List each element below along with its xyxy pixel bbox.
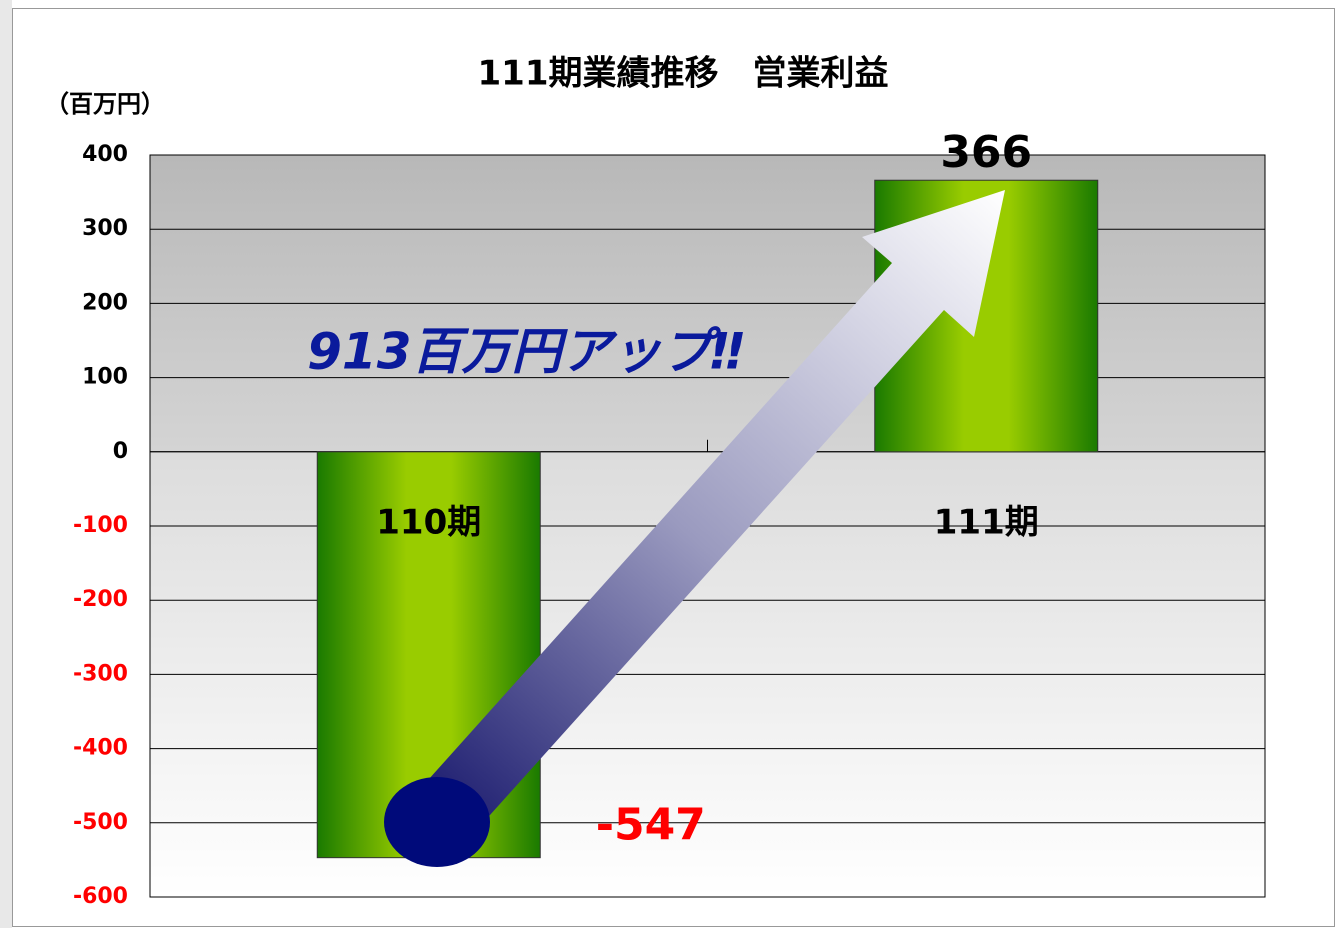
y-tick-label: 300 bbox=[82, 216, 128, 241]
y-tick-label: -300 bbox=[73, 661, 128, 686]
y-tick-label: 200 bbox=[82, 290, 128, 315]
x-tick-label: 110期 bbox=[376, 502, 481, 542]
y-tick-label: 100 bbox=[82, 365, 128, 390]
plot-frame bbox=[149, 154, 1266, 898]
y-tick-label: -200 bbox=[73, 587, 128, 612]
chart-title: 111期業績推移 営業利益 bbox=[478, 54, 889, 94]
y-tick-label: -400 bbox=[73, 736, 128, 761]
y-tick-label: 400 bbox=[82, 142, 128, 167]
x-tick-label: 111期 bbox=[934, 502, 1039, 542]
y-tick-label: -100 bbox=[73, 513, 128, 538]
arrow-base bbox=[384, 777, 490, 867]
arrow bbox=[411, 190, 1005, 845]
y-tick-label: 0 bbox=[113, 439, 128, 464]
annotation: 913百万円アップ‼ bbox=[307, 323, 743, 381]
y-axis-label: （百万円） bbox=[45, 90, 165, 118]
y-tick-label: -500 bbox=[73, 810, 128, 835]
y-tick-label: -600 bbox=[73, 884, 128, 909]
side-strip bbox=[0, 0, 12, 928]
value-label: 366 bbox=[940, 127, 1032, 178]
value-label: -547 bbox=[596, 800, 706, 851]
